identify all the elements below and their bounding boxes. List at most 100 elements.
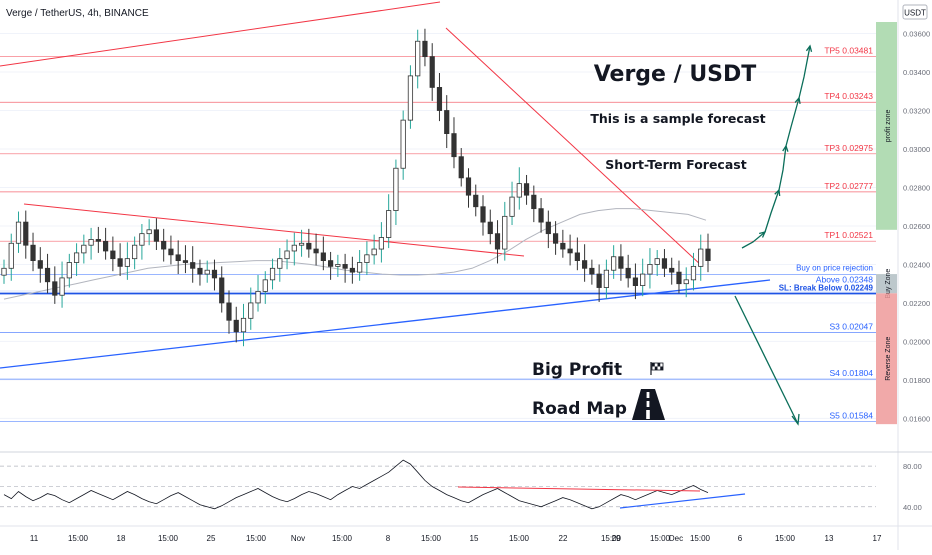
time-axis: 11 15:00 18 15:00 25 15:00 Nov 15:00 8 15:00 15 15:…: [30, 534, 882, 543]
candle-body: [647, 264, 653, 275]
candle-body: [407, 75, 414, 121]
candle-body: [552, 233, 559, 244]
candle-body: [110, 250, 116, 260]
candle-body: [52, 281, 58, 296]
candle-body: [182, 260, 189, 263]
candle-body: [393, 167, 399, 211]
candle-body: [487, 221, 493, 235]
price-levels: TP5 0.03481 TP4 0.03243 TP3 0.02975 TP2 0.0…: [0, 45, 876, 422]
candle-body: [211, 269, 218, 279]
x-tick-label: 15:00: [421, 534, 442, 543]
candle-body: [357, 262, 363, 273]
currency-badge[interactable]: USDT: [902, 4, 928, 20]
rsi-tick-label: 40.00: [903, 503, 922, 512]
level-label-sl: SL: Break Below 0.02249: [779, 284, 874, 293]
candle-body: [240, 317, 247, 333]
x-tick-label: 25: [207, 534, 216, 543]
candle-body: [502, 215, 508, 250]
y-tick-label: 0.03000: [903, 145, 930, 154]
candle-body: [661, 258, 668, 269]
forecast-arrow-up: [764, 189, 780, 233]
candle-body: [582, 260, 588, 269]
footer-big-profit: Big Profit: [532, 360, 622, 380]
candle-body: [59, 277, 65, 296]
reverse-zone: [876, 293, 897, 425]
moving-average: [3, 208, 707, 300]
candle-body: [66, 262, 72, 279]
reverse-zone-label: Reverse Zone: [885, 337, 892, 381]
x-tick-label: 15:00: [650, 534, 671, 543]
level-label-buy: Above 0.02348: [816, 274, 873, 284]
y-tick-label: 0.02200: [903, 299, 930, 308]
x-tick-label: 15:00: [601, 534, 622, 543]
candle-body: [262, 279, 268, 292]
symbol-info: Verge / TetherUS, 4h, BINANCE: [6, 8, 149, 19]
candle-body: [175, 254, 181, 261]
candle-body: [124, 258, 130, 267]
zones: profit zone Buy Zone Reverse Zone: [876, 22, 897, 425]
candle-body: [444, 110, 450, 135]
candle-body: [567, 248, 573, 254]
candle-body: [15, 221, 22, 244]
trendline-top-long: [0, 1, 441, 67]
candle-body: [560, 242, 566, 250]
candle-body: [255, 290, 261, 304]
forecast-arrow-up: [798, 45, 811, 99]
level-label-tp5: TP5 0.03481: [824, 45, 873, 55]
candle-body: [132, 244, 138, 260]
candle-body: [146, 229, 152, 235]
candle-body: [364, 254, 370, 263]
x-tick-label: Nov: [291, 534, 305, 543]
candle-body: [436, 87, 443, 111]
x-tick-label: 8: [386, 534, 391, 543]
candle-body: [313, 248, 319, 254]
grid: [0, 33, 876, 419]
candle-body: [335, 264, 341, 267]
candle-body: [654, 258, 660, 265]
profit-zone-label: profit zone: [885, 109, 892, 142]
buy-zone-label: Buy Zone: [885, 269, 892, 299]
candle-body: [676, 271, 682, 285]
arrow-head: [805, 44, 813, 52]
candle-body: [640, 273, 646, 287]
candle-body: [73, 252, 80, 263]
candle-body: [30, 244, 36, 261]
arrow-head: [791, 413, 800, 426]
candle-body: [669, 267, 675, 273]
y-tick-label: 0.03600: [903, 30, 930, 39]
x-tick-label: 17: [873, 534, 882, 543]
level-label-tp4: TP4 0.03243: [824, 91, 873, 101]
candle-body: [226, 302, 232, 321]
level-label-s3: S3 0.02047: [830, 321, 874, 331]
candle-body: [625, 267, 631, 279]
candle-body: [269, 267, 276, 281]
candle-body: [690, 265, 697, 281]
candle-body: [371, 248, 377, 256]
candle-body: [233, 319, 239, 333]
rsi-line: [3, 459, 709, 510]
trendline-descending: [445, 27, 703, 267]
level-label-s5: S5 0.01584: [830, 410, 874, 420]
candle-body: [139, 233, 145, 246]
candle-body: [603, 269, 609, 288]
candle-body: [8, 242, 14, 269]
candle-body: [698, 248, 704, 267]
candle-body: [197, 267, 203, 275]
candle-body: [618, 256, 624, 269]
candle-body: [451, 133, 457, 158]
x-tick-label: 11: [30, 534, 39, 543]
rsi-trendline-resistance: [457, 486, 701, 492]
forecast-arrow-up: [778, 145, 787, 191]
candle-body: [320, 252, 326, 261]
candle-body: [37, 260, 43, 269]
candle-body: [589, 267, 595, 275]
buy-note: Buy on price rejection: [796, 263, 873, 272]
candle-body: [23, 221, 29, 246]
y-tick-label: 0.02800: [903, 183, 930, 192]
level-label-tp2: TP2 0.02777: [824, 181, 873, 191]
forecast-arrow-up: [741, 231, 766, 249]
candle-body: [342, 264, 348, 269]
candle-body: [153, 229, 160, 242]
